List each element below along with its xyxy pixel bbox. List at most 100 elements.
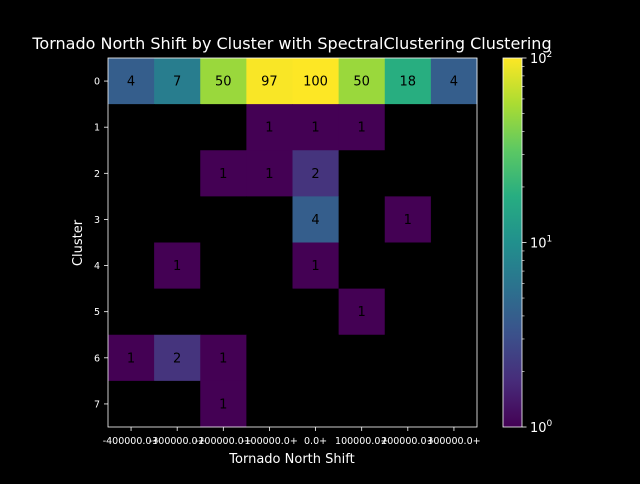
heatmap-cell <box>246 380 293 428</box>
y-tick-label: 1 <box>94 123 100 134</box>
y-tick-label: 5 <box>94 307 100 318</box>
heatmap-cell <box>384 58 432 105</box>
colorbar-tick-label: 100 <box>530 419 553 436</box>
x-tick-label: -100000.0+ <box>241 436 298 447</box>
heatmap-cell <box>384 288 432 336</box>
heatmap-cell <box>384 196 432 243</box>
heatmap-cell <box>200 58 247 105</box>
cell-value-label: 50 <box>215 75 232 90</box>
heatmap-cell <box>338 104 386 151</box>
x-tick-label: 0.0+ <box>304 436 327 447</box>
colorbar-tick-label: 101 <box>530 235 552 252</box>
cell-value-label: 1 <box>358 121 366 136</box>
cell-value-label: 4 <box>127 75 135 90</box>
heatmap-cell <box>200 288 247 336</box>
heatmap-cell <box>338 334 386 382</box>
heatmap-cell <box>430 242 478 290</box>
heatmap-cell <box>338 380 386 428</box>
colorbar-ticks: 100 101 102 <box>522 50 553 436</box>
heatmap-cell <box>292 104 340 151</box>
colorbar-tick-label: 102 <box>530 50 552 67</box>
heatmap-cell <box>384 380 432 428</box>
heatmap-cell <box>154 150 201 197</box>
y-axis-label: Cluster <box>71 219 86 266</box>
x-tick-label: -200000.0+ <box>195 436 252 447</box>
cell-value-label: 1 <box>404 213 412 228</box>
heatmap-cell <box>246 58 293 105</box>
heatmap-cell <box>154 58 201 105</box>
heatmap-cell <box>430 196 478 243</box>
y-tick-label: 3 <box>94 215 100 226</box>
heatmap-cell <box>246 242 293 290</box>
x-tick-label: 200000.0+ <box>381 436 434 447</box>
y-axis-ticks: 0 1 2 3 4 5 6 7 <box>94 77 108 410</box>
cell-value-label: 7 <box>173 75 181 90</box>
cell-value-label: 1 <box>265 121 273 136</box>
heatmap-cell <box>430 380 478 428</box>
colorbar: 100 101 102 <box>502 50 553 436</box>
heatmap-cell <box>108 196 155 243</box>
heatmap-cell <box>200 150 247 197</box>
heatmap-cell <box>292 58 340 105</box>
cell-value-label: 1 <box>311 121 319 136</box>
chart-title: Tornado North Shift by Cluster with Spec… <box>31 34 551 53</box>
heatmap-cell <box>200 334 247 382</box>
y-tick-label: 6 <box>94 353 100 364</box>
cell-value-label: 18 <box>400 75 417 90</box>
heatmap-cell <box>108 334 155 382</box>
y-tick-label: 0 <box>94 77 100 88</box>
heatmap-cell <box>200 196 247 243</box>
cell-value-label: 2 <box>173 351 181 366</box>
colorbar-gradient <box>503 58 522 427</box>
heatmap-cell <box>338 150 386 197</box>
heatmap-cell <box>384 242 432 290</box>
heatmap-cell <box>108 150 155 197</box>
heatmap-cell-labels: 4 7 50 97 100 50 18 4 1 1 1 1 1 2 4 1 1 1 1 1 2 1 1 <box>127 75 458 413</box>
heatmap-cell <box>246 104 293 151</box>
heatmap-cell <box>200 380 247 428</box>
x-axis-label: Tornado North Shift <box>228 452 354 467</box>
cell-value-label: 1 <box>173 259 181 274</box>
cell-value-label: 1 <box>358 305 366 320</box>
x-tick-label: 300000.0+ <box>427 436 480 447</box>
heatmap-cell <box>154 242 201 290</box>
heatmap-cell <box>384 334 432 382</box>
heatmap-cell <box>338 58 386 105</box>
heatmap-cell <box>292 380 340 428</box>
heatmap-cell <box>292 150 340 197</box>
heatmap-cell <box>292 288 340 336</box>
heatmap-cell <box>200 104 247 151</box>
heatmap-cell <box>430 58 478 105</box>
cell-value-label: 1 <box>265 167 273 182</box>
heatmap-cell <box>384 150 432 197</box>
cell-value-label: 1 <box>311 259 319 274</box>
x-tick-label: -300000.0+ <box>149 436 206 447</box>
heatmap-cell <box>384 104 432 151</box>
heatmap-cell <box>154 334 201 382</box>
heatmap-cell <box>200 242 247 290</box>
heatmap-cell <box>430 150 478 197</box>
x-tick-label: 100000.0+ <box>335 436 388 447</box>
heatmap-cell <box>430 288 478 336</box>
heatmap-cell <box>292 196 340 243</box>
y-tick-label: 7 <box>94 399 100 410</box>
heatmap-cell <box>430 104 478 151</box>
heatmap-cell <box>338 196 386 243</box>
y-tick-label: 2 <box>94 169 100 180</box>
heatmap-cell <box>108 104 155 151</box>
heatmap-cell <box>108 288 155 336</box>
cell-value-label: 2 <box>311 167 319 182</box>
cell-value-label: 4 <box>311 213 319 228</box>
cell-value-label: 1 <box>219 397 227 412</box>
heatmap-cell <box>154 380 201 428</box>
cell-value-label: 100 <box>303 75 328 90</box>
heatmap-cell <box>292 242 340 290</box>
y-tick-label: 4 <box>94 261 100 272</box>
cell-value-label: 1 <box>219 351 227 366</box>
heatmap-cell <box>246 196 293 243</box>
heatmap-cell <box>246 334 293 382</box>
heatmap-cell <box>292 334 340 382</box>
cell-value-label: 1 <box>219 167 227 182</box>
